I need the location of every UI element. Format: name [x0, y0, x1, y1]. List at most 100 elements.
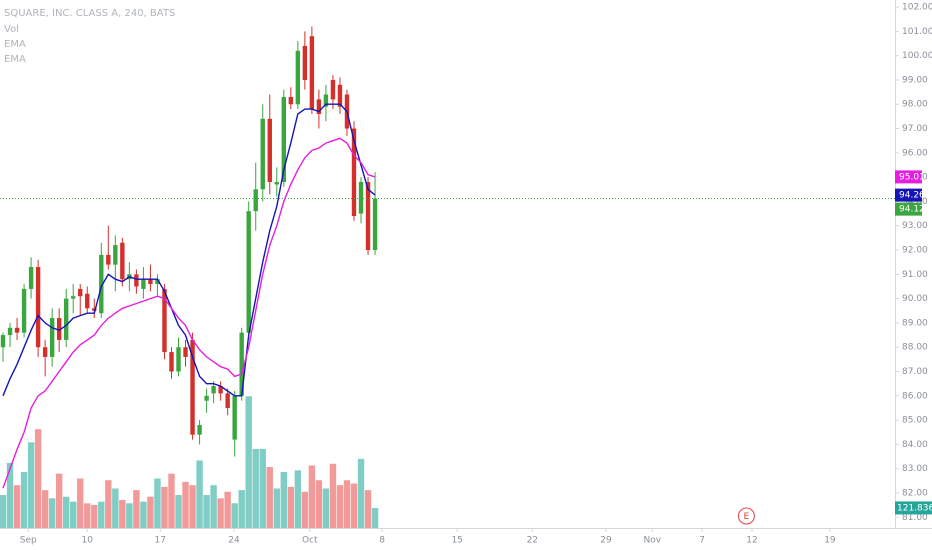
y-tick-label: 93.00	[902, 221, 928, 231]
x-tick-label: 29	[600, 536, 612, 546]
volume-bar	[196, 460, 203, 528]
volume-bar	[168, 473, 175, 528]
candle-body	[323, 94, 329, 107]
y-tick-label: 102.00	[902, 3, 932, 13]
candle-body	[302, 45, 308, 80]
volume-bar	[301, 491, 309, 528]
volume-bar	[0, 495, 7, 528]
volume-bar	[224, 491, 231, 528]
volume-bar	[140, 501, 147, 528]
volume-bar	[189, 485, 196, 528]
y-tick-label: 100.00	[902, 51, 932, 61]
volume-bar	[259, 448, 266, 528]
volume-bar	[6, 462, 14, 528]
y-tick-label: 101.00	[902, 27, 932, 37]
candle-body	[141, 279, 146, 289]
price-tag	[895, 202, 922, 216]
earnings-marker	[737, 507, 755, 525]
volume-bar	[27, 442, 35, 528]
volume-bar	[182, 481, 189, 528]
candle-body	[28, 267, 34, 289]
candle-body	[35, 267, 41, 348]
volume-bar	[308, 465, 316, 528]
y-tick-label: 96.00	[902, 148, 928, 158]
candle-body	[288, 96, 294, 105]
candle-body	[246, 211, 251, 333]
candle-body	[330, 79, 336, 100]
x-tick-label: 8	[379, 536, 385, 546]
chart-title: SQUARE, INC. CLASS A, 240, BATS	[4, 8, 175, 19]
y-tick-label: 89.00	[902, 318, 928, 328]
candle-body	[183, 347, 188, 357]
x-tick-label: 10	[82, 536, 94, 546]
x-tick-label: 22	[527, 536, 538, 546]
candle-body	[92, 308, 97, 311]
candle-body	[106, 254, 111, 265]
volume-bar	[280, 472, 288, 528]
volume-bar	[175, 495, 182, 528]
y-tick-label: 86.00	[902, 391, 928, 401]
candle-body	[14, 327, 20, 333]
candle-body	[113, 245, 118, 265]
candle-body	[0, 335, 6, 348]
volume-bar	[98, 501, 105, 528]
volume-bar	[112, 488, 119, 528]
volume-bar	[48, 498, 56, 528]
volume-bar	[70, 501, 77, 528]
candle-body	[197, 424, 202, 435]
volume-bar	[91, 504, 98, 528]
volume-bar	[266, 467, 273, 528]
volume-bar	[13, 485, 21, 528]
volume-bar	[41, 490, 49, 528]
x-tick-label: Nov	[644, 536, 662, 546]
price-tag	[895, 188, 922, 202]
x-tick-label: Oct	[302, 536, 318, 546]
y-tick-label: 97.00	[902, 124, 928, 134]
volume-bar	[329, 463, 337, 528]
candle-body	[274, 181, 279, 185]
volume-bar	[77, 478, 84, 528]
candle-body	[211, 386, 216, 394]
volume-bar	[371, 507, 379, 528]
candle-body	[162, 288, 167, 353]
candle-body	[295, 50, 301, 105]
price-tag-label: 95.01	[899, 172, 925, 182]
volume-bar	[133, 490, 140, 528]
candle-body	[253, 189, 258, 212]
y-tick-label: 83.00	[902, 464, 928, 474]
volume-bar	[210, 485, 217, 528]
candle-body	[155, 279, 160, 285]
candle-body	[351, 128, 357, 217]
candle-body	[42, 347, 48, 357]
x-tick-label: 24	[228, 536, 240, 546]
candle-body	[85, 293, 90, 309]
volume-bar	[147, 496, 154, 528]
volume-bar	[126, 503, 133, 528]
y-tick-label: 92.00	[902, 246, 928, 256]
y-tick-label: 91.00	[902, 270, 928, 280]
candle-body	[120, 242, 125, 280]
candle-body	[225, 393, 230, 408]
y-tick-label: 99.00	[902, 75, 928, 85]
candle-body	[372, 198, 378, 251]
volume-bar	[154, 478, 161, 528]
y-tick-label: 82.00	[902, 489, 928, 499]
y-tick-label: 98.00	[902, 100, 928, 110]
candle-body	[309, 36, 315, 110]
candle-body	[71, 296, 76, 299]
volume-bar	[238, 490, 245, 528]
candle-body	[204, 395, 209, 401]
y-tick-label: 85.00	[902, 416, 928, 426]
y-tick-label: 84.00	[902, 440, 928, 450]
price-tag	[895, 170, 922, 184]
candle-body	[232, 395, 237, 440]
candle-body	[190, 339, 195, 435]
candle-body	[21, 288, 27, 333]
volume-bar	[231, 503, 238, 528]
volume-bar	[217, 498, 224, 528]
candle-body	[260, 118, 265, 190]
volume-bar	[62, 496, 70, 528]
volume-bar	[105, 480, 112, 528]
candle-body	[56, 318, 62, 340]
